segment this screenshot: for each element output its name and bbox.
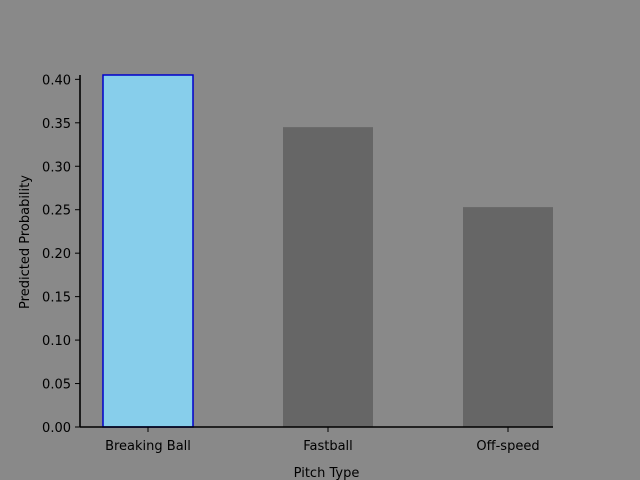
y-tick-label: 0.40 <box>42 73 71 88</box>
y-tick-label: 0.15 <box>42 291 71 306</box>
x-tick-label: Off-speed <box>476 439 539 454</box>
bar-breaking-ball <box>102 74 194 428</box>
y-tick-label: 0.35 <box>42 117 71 132</box>
y-axis-ticks: 0.00 0.05 0.10 0.15 0.20 0.25 0.30 0.35 0.40 <box>42 73 80 436</box>
x-axis-label: Pitch Type <box>294 466 360 480</box>
x-tick-label: Fastball <box>303 439 353 454</box>
x-axis-ticks: Breaking Ball Fastball Off-speed <box>105 427 540 454</box>
bar-off-speed <box>463 207 553 427</box>
x-tick-label: Breaking Ball <box>105 439 191 454</box>
y-tick-label: 0.25 <box>42 204 71 219</box>
y-tick-label: 0.30 <box>42 160 71 175</box>
bars-group <box>102 74 553 428</box>
y-tick-label: 0.05 <box>42 378 71 393</box>
y-tick-label: 0.20 <box>42 247 71 262</box>
y-axis-label: Predicted Probability <box>18 175 33 309</box>
y-tick-label: 0.00 <box>42 421 71 436</box>
bar-fastball <box>283 127 373 428</box>
y-tick-label: 0.10 <box>42 334 71 349</box>
